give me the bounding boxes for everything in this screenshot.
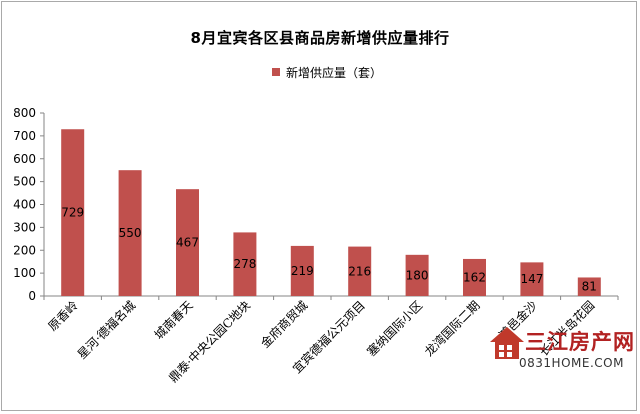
bar — [233, 232, 257, 296]
data-label: 550 — [119, 226, 142, 240]
category-label: 金府商贸城 — [257, 298, 310, 351]
category-label: 塞纳国际小区 — [364, 298, 426, 360]
bar — [520, 262, 544, 296]
category-label: 原香岭 — [45, 298, 80, 333]
bar — [61, 129, 85, 296]
y-tick-label: 500 — [13, 175, 36, 189]
watermark: 三江房产网 0831HOME.COM — [487, 322, 637, 372]
y-tick-label: 600 — [13, 152, 36, 166]
data-label: 81 — [582, 280, 597, 294]
data-label: 162 — [463, 270, 486, 284]
bar — [176, 189, 199, 296]
y-tick-label: 400 — [13, 198, 36, 212]
data-label: 180 — [406, 268, 429, 282]
bar — [348, 246, 372, 296]
watermark-url: 0831HOME.COM — [519, 356, 624, 370]
y-tick-label: 300 — [13, 220, 36, 234]
data-label: 467 — [176, 236, 199, 250]
bar — [577, 277, 601, 296]
y-tick-label: 100 — [13, 266, 36, 280]
y-tick-label: 200 — [13, 243, 36, 257]
house-logo-icon — [490, 327, 524, 359]
bar — [405, 254, 429, 296]
data-label: 147 — [520, 272, 543, 286]
data-label: 278 — [233, 257, 256, 271]
bar — [290, 245, 314, 296]
chart-title: 8月宜宾各区县商品房新增供应量排行 — [190, 29, 450, 47]
legend-label: 新增供应量（套） — [286, 65, 383, 80]
y-tick-label: 800 — [13, 106, 36, 120]
category-label: 龙湾国际二期 — [421, 298, 483, 360]
category-label: 星河·德福名城 — [74, 298, 138, 362]
category-label: 城南春天 — [151, 298, 196, 343]
bar — [118, 170, 142, 296]
bars — [61, 129, 601, 296]
bar — [463, 258, 486, 296]
legend: 新增供应量（套） — [272, 64, 382, 80]
data-label: 219 — [291, 264, 314, 278]
data-label: 216 — [348, 264, 371, 278]
watermark-name: 三江房产网 — [525, 330, 635, 354]
y-tick-label: 700 — [13, 129, 36, 143]
data-label: 729 — [61, 206, 84, 220]
y-tick-label: 0 — [28, 289, 36, 303]
legend-swatch — [272, 68, 280, 76]
